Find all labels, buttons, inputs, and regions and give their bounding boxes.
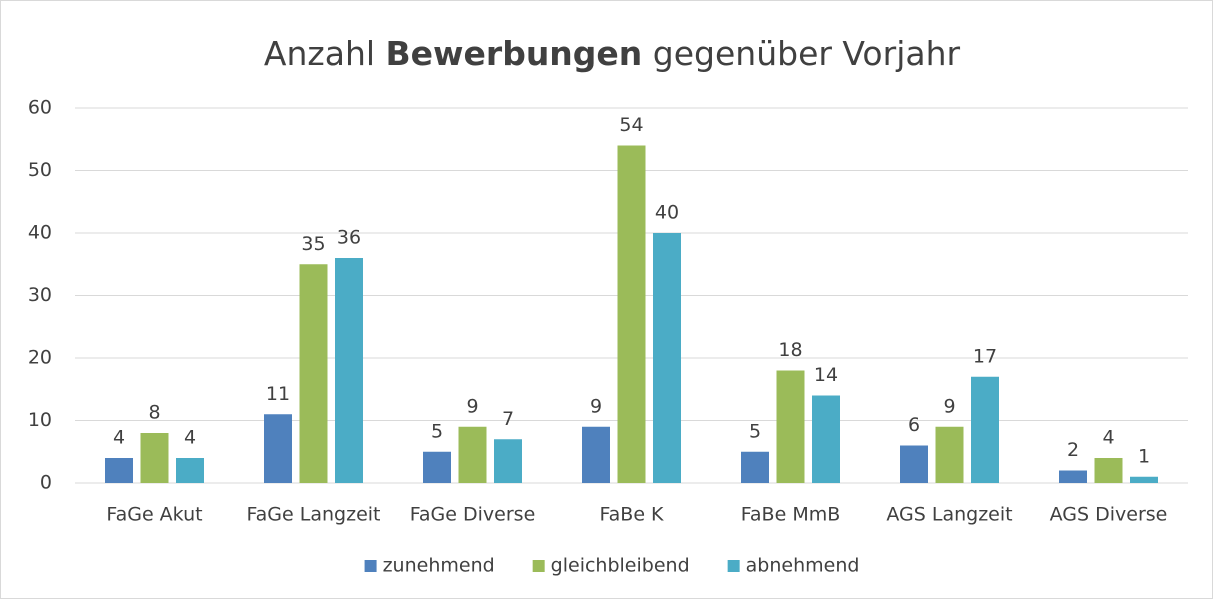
x-tick-label: FaGe Diverse [410,504,536,526]
data-label: 5 [431,420,443,442]
x-tick-label: AGS Diverse [1050,504,1168,526]
data-label: 35 [301,233,325,255]
bar [458,426,487,483]
data-label: 36 [337,227,361,249]
data-label: 4 [184,427,196,449]
legend-swatch [364,560,377,572]
data-label: 17 [973,345,997,367]
bar [423,451,451,483]
bar [617,145,646,483]
x-tick-label: FaBe K [599,504,664,526]
data-label: 2 [1067,439,1079,461]
data-label: 9 [943,395,955,417]
bar [176,458,204,483]
data-label: 14 [814,364,838,386]
bar [741,451,769,483]
data-label: 40 [655,202,679,224]
x-tick-label: FaBe MmB [741,504,841,526]
bar [494,439,522,483]
bar [582,426,610,483]
x-tick-label: FaGe Akut [106,504,202,526]
x-tick-label: FaGe Langzeit [246,504,380,526]
legend-label: zunehmend [383,555,495,577]
bar [1059,470,1087,483]
y-tick-label: 50 [28,159,52,181]
y-tick-label: 0 [40,472,52,494]
bar [900,445,928,483]
chart-title: Anzahl Bewerbungen gegenüber Vorjahr [264,34,961,73]
data-label: 5 [749,420,761,442]
bar [1130,476,1158,483]
y-tick-label: 10 [28,409,52,431]
bar [653,233,681,483]
data-label: 54 [619,114,643,136]
title-part: Anzahl [264,34,386,73]
data-label: 1 [1138,445,1150,467]
bar [812,395,840,483]
data-label: 6 [908,414,920,436]
data-label: 8 [148,402,160,424]
title-part: Bewerbungen [386,34,643,73]
bar [105,458,133,483]
y-tick-label: 60 [28,97,52,119]
bar [140,433,169,483]
bar [935,426,964,483]
bar [264,414,292,483]
bar [335,258,363,483]
legend-swatch [727,560,740,572]
x-tick-label: AGS Langzeit [886,504,1012,526]
y-tick-label: 30 [28,284,52,306]
legend-swatch [532,560,545,572]
data-label: 4 [113,427,125,449]
data-label: 4 [1102,427,1114,449]
data-label: 7 [502,408,514,430]
bar [971,376,999,483]
legend-label: abnehmend [746,555,860,577]
y-tick-label: 20 [28,347,52,369]
bar [776,370,805,483]
data-label: 9 [590,395,602,417]
data-label: 11 [266,383,290,405]
bar [299,264,328,483]
data-label: 18 [778,339,802,361]
data-label: 9 [466,395,478,417]
bar [1094,458,1123,483]
legend-label: gleichbleibend [551,555,690,577]
y-tick-label: 40 [28,222,52,244]
title-part: gegenüber Vorjahr [642,34,960,73]
